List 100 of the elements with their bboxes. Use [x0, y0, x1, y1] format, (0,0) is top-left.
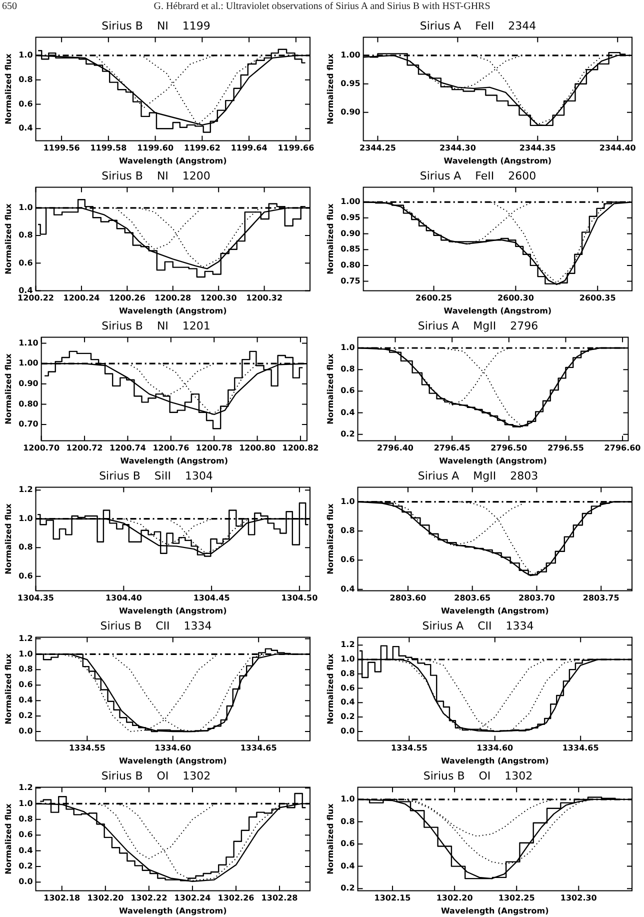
- y-tick-label: 0.6: [340, 839, 356, 848]
- y-tick-label: 1.00: [340, 197, 361, 206]
- chart-title: Sirius A MgII 2803: [418, 469, 538, 482]
- y-tick-label: 0.6: [340, 555, 356, 564]
- y-tick-label: 0.75: [340, 276, 361, 286]
- y-tick-label: 0.70: [18, 420, 39, 429]
- y-tick-label: 1.0: [18, 649, 34, 658]
- y-tick-label: 1.00: [18, 358, 39, 368]
- x-tick-label: 1200.24: [63, 294, 100, 303]
- y-tick-label: 0.2: [340, 712, 355, 722]
- y-tick-label: 0.8: [340, 364, 356, 374]
- x-tick-label: 1302.20: [87, 894, 124, 903]
- x-tick-label: 2796.50: [490, 444, 528, 453]
- y-tick-label: 0.90: [340, 107, 361, 116]
- text: 650: [2, 1, 17, 12]
- x-tick-label: 1302.15: [374, 894, 412, 903]
- y-axis-title: Normalized flux: [4, 352, 13, 424]
- x-tick-label: 1200.82: [282, 444, 319, 453]
- y-tick-label: 0.6: [18, 258, 34, 268]
- x-tick-label: 1200.70: [23, 444, 60, 453]
- x-tick-label: 2344.35: [519, 144, 556, 153]
- chart-title: Sirius A CII 1334: [422, 619, 534, 632]
- chart-title: Sirius A FeII 2600: [420, 169, 536, 182]
- x-axis-title: Wavelength (Angstrom): [119, 156, 227, 166]
- y-axis-title: Normalized flux: [326, 352, 335, 424]
- x-tick-label: 1304.45: [193, 594, 230, 603]
- y-tick-label: 1.2: [18, 783, 33, 792]
- chart-title: Sirius B NI 1200: [102, 169, 210, 182]
- y-tick-label: 0.2: [340, 429, 355, 438]
- y-tick-label: 0.8: [18, 664, 34, 674]
- y-axis-title: Normalized flux: [326, 802, 335, 874]
- x-tick-label: 1199.64: [230, 144, 268, 153]
- x-axis-title: Wavelength (Angstrom): [444, 156, 552, 166]
- y-axis-title: Normalized flux: [326, 52, 335, 124]
- y-tick-label: 1.2: [18, 634, 33, 643]
- y-axis-title: Normalized flux: [326, 652, 335, 724]
- x-tick-label: 1302.28: [261, 894, 298, 903]
- chart-title: Sirius A MgII 2796: [418, 319, 538, 332]
- y-tick-label: 0.8: [340, 668, 356, 678]
- x-tick-label: 1200.76: [152, 444, 190, 453]
- x-tick-label: 1334.60: [154, 744, 192, 753]
- y-tick-label: 1.0: [18, 50, 34, 60]
- x-axis-title: Wavelength (Angstrom): [119, 306, 227, 316]
- text: G. Hébrard et al.: Ultraviolet observations of Sirius A and Sirius B with HST-GHRS: [154, 1, 490, 12]
- y-axis-title: Normalized flux: [4, 652, 13, 724]
- chart-title: Sirius B NI 1201: [102, 319, 210, 332]
- x-tick-label: 1302.30: [560, 894, 598, 903]
- y-tick-label: 0.8: [18, 814, 34, 824]
- y-tick-label: 1.0: [18, 514, 34, 523]
- x-tick-label: 2803.60: [390, 594, 427, 603]
- x-tick-label: 1199.58: [90, 144, 128, 153]
- y-tick-label: 0.4: [340, 584, 356, 594]
- x-tick-label: 1200.26: [108, 294, 146, 303]
- y-axis-title: Normalized flux: [326, 502, 335, 574]
- x-tick-label: 1199.62: [184, 144, 220, 153]
- x-tick-label: 1200.80: [239, 444, 276, 453]
- y-tick-label: 0.8: [18, 74, 34, 84]
- x-tick-label: 1304.50: [281, 594, 318, 603]
- x-tick-label: 1302.18: [44, 894, 81, 903]
- x-tick-label: 1200.28: [154, 294, 192, 303]
- x-tick-label: 1334.65: [562, 744, 600, 753]
- y-tick-label: 0.4: [18, 124, 34, 133]
- chart-title: Sirius A FeII 2344: [420, 19, 536, 32]
- x-tick-label: 1200.22: [18, 294, 54, 303]
- x-tick-label: 2796.45: [434, 444, 471, 453]
- y-tick-label: 0.0: [18, 726, 34, 736]
- y-tick-label: 1.0: [340, 794, 356, 804]
- x-axis-title: Wavelength (Angstrom): [441, 756, 549, 766]
- y-tick-label: 0.85: [340, 244, 361, 254]
- x-tick-label: 1302.26: [218, 894, 255, 903]
- x-tick-label: 1302.24: [174, 894, 212, 903]
- x-tick-label: 1199.66: [278, 144, 315, 153]
- x-tick-label: 2796.55: [547, 444, 584, 453]
- x-tick-label: 2796.40: [377, 444, 414, 453]
- chart-title: Sirius B OI 1302: [423, 769, 533, 782]
- y-tick-label: 1.0: [340, 496, 356, 506]
- x-tick-label: 2803.75: [582, 594, 620, 603]
- y-tick-label: 1.10: [18, 338, 39, 348]
- y-tick-label: 0.6: [340, 683, 356, 692]
- y-tick-label: 0.4: [340, 861, 356, 870]
- y-tick-label: 1.2: [18, 485, 33, 494]
- x-axis-title: Wavelength (Angstrom): [119, 756, 227, 766]
- y-tick-label: 0.95: [340, 78, 361, 88]
- y-tick-label: 0.90: [340, 228, 361, 238]
- chart-title: Sirius B SiII 1304: [99, 469, 213, 482]
- x-tick-label: 2600.25: [416, 294, 452, 303]
- y-tick-label: 0.0: [18, 877, 34, 886]
- x-tick-label: 1302.20: [436, 894, 474, 903]
- y-axis-title: Normalized flux: [4, 502, 13, 574]
- x-axis-title: Wavelength (Angstrom): [444, 306, 552, 316]
- x-axis-title: Wavelength (Angstrom): [120, 456, 228, 466]
- x-tick-label: 1200.32: [246, 294, 283, 303]
- y-tick-label: 0.4: [340, 698, 356, 707]
- y-tick-label: 0.4: [18, 846, 34, 855]
- x-axis-title: Wavelength (Angstrom): [441, 906, 549, 916]
- x-tick-label: 1199.56: [43, 144, 80, 153]
- x-tick-label: 1302.22: [130, 894, 168, 903]
- y-tick-label: 0.4: [340, 408, 356, 417]
- y-tick-label: 0.95: [340, 213, 361, 222]
- y-axis-title: Normalized flux: [326, 202, 335, 274]
